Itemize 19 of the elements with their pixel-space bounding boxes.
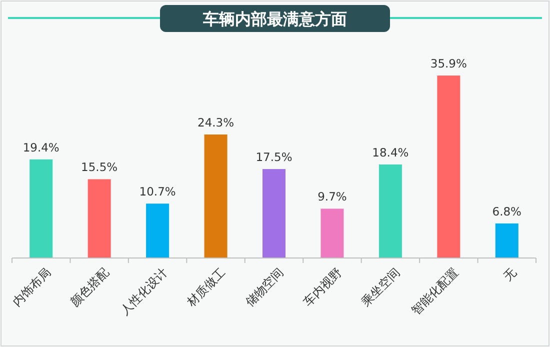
data-label: 24.3% xyxy=(198,116,234,130)
chart-title: 车辆内部最满意方面 xyxy=(202,10,347,28)
x-tick-label: 颜色搭配 xyxy=(68,265,112,310)
data-label: 17.5% xyxy=(256,150,292,164)
x-tick-label: 乘坐空间 xyxy=(358,265,403,310)
x-tick-label: 内饰布局 xyxy=(10,265,54,310)
x-tick-label: 智能化配置 xyxy=(408,265,462,318)
data-label: 6.8% xyxy=(492,204,522,218)
x-tick-label: 储物空间 xyxy=(242,265,286,310)
data-label: 18.4% xyxy=(372,145,409,160)
x-tick-label: 无 xyxy=(500,265,520,284)
data-label: 10.7% xyxy=(139,184,176,199)
data-label: 19.4% xyxy=(22,140,60,154)
x-tick-label: 材质做工 xyxy=(184,265,228,310)
data-label: 15.5% xyxy=(81,160,118,174)
x-tick-label: 人性化设计 xyxy=(118,265,170,318)
data-label: 35.9% xyxy=(430,56,467,71)
data-label: 9.7% xyxy=(318,190,347,204)
x-tick-label: 车内视野 xyxy=(300,265,345,310)
